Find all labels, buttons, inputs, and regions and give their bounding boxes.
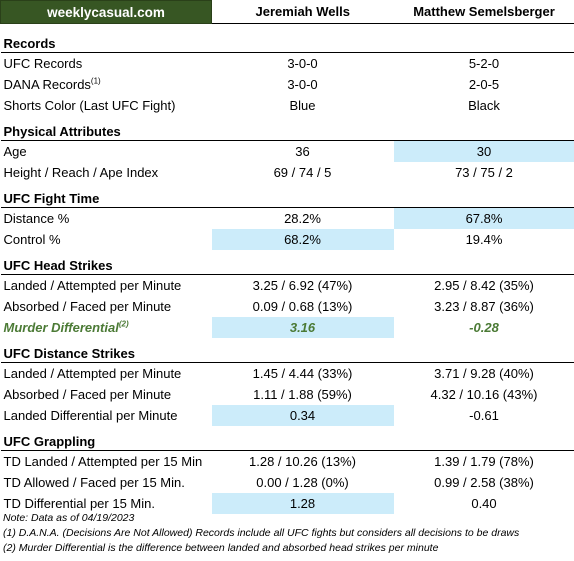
- fighter2-value: 3.71 / 9.28 (40%): [434, 366, 534, 381]
- row-label: Absorbed / Faced per Minute: [3, 299, 172, 314]
- footnote-marker: (2): [118, 319, 129, 329]
- fighter1-value: 3.16: [211, 317, 394, 338]
- fighter1-value: 1.28: [211, 493, 394, 514]
- row-label: Landed / Attempted per Minute: [3, 366, 182, 381]
- section-title-fight-time: UFC Fight Time: [0, 183, 212, 208]
- row-label-text: DANA Records: [3, 77, 91, 92]
- fighter2-value: 73 / 75 / 2: [455, 165, 513, 180]
- row-distance-landed: Landed / Attempted per Minute 1.45 / 4.4…: [1, 363, 574, 385]
- fighter2-value: 67.8%: [393, 207, 574, 229]
- section-title-grappling: UFC Grappling: [0, 426, 212, 451]
- note-date: Note: Data as of 04/19/2023: [3, 512, 135, 524]
- row-murder-differential: Murder Differential(2) 3.16 -0.28: [1, 317, 574, 338]
- section-fight-time: UFC Fight Time: [0, 183, 574, 208]
- fighter1-value: 68.2%: [211, 229, 394, 250]
- row-ufc-records: UFC Records 3-0-0 5-2-0: [1, 53, 574, 75]
- row-shorts-color: Shorts Color (Last UFC Fight) Blue Black: [1, 95, 574, 116]
- note-dana: (1) D.A.N.A. (Decisions Are Not Allowed)…: [3, 527, 520, 539]
- note-murder: (2) Murder Differential is the differenc…: [3, 542, 439, 554]
- row-label: Shorts Color (Last UFC Fight): [3, 98, 176, 113]
- footnotes: Note: Data as of 04/19/2023 (1) D.A.N.A.…: [3, 511, 574, 556]
- fighter1-value: 3-0-0: [287, 77, 318, 92]
- row-control-pct: Control % 68.2% 19.4%: [1, 229, 574, 250]
- row-label: Landed Differential per Minute: [3, 408, 178, 423]
- fighter1-value: 1.28 / 10.26 (13%): [249, 454, 356, 469]
- fighter1-value: 3.25 / 6.92 (47%): [252, 278, 353, 293]
- fighter1-value: 1.11 / 1.88 (59%): [253, 387, 352, 402]
- fighter1-name: Jeremiah Wells: [211, 0, 394, 24]
- row-label: TD Differential per 15 Min.: [3, 496, 156, 511]
- row-label-text: Murder Differential: [3, 320, 119, 335]
- fighter1-value: 0.34: [211, 405, 394, 426]
- section-title-records: Records: [0, 28, 212, 53]
- row-distance-absorbed: Absorbed / Faced per Minute 1.11 / 1.88 …: [1, 384, 574, 405]
- row-label: Height / Reach / Ape Index: [3, 165, 159, 180]
- row-age: Age 36 30: [1, 140, 574, 162]
- fighter2-value: 4.32 / 10.16 (43%): [430, 387, 538, 402]
- section-records: Records: [0, 28, 574, 53]
- row-label: Landed / Attempted per Minute: [3, 278, 182, 293]
- row-td-landed: TD Landed / Attempted per 15 Min 1.28 / …: [1, 451, 574, 473]
- section-title-head-strikes: UFC Head Strikes: [0, 250, 212, 275]
- fighter2-value: 0.40: [471, 496, 497, 511]
- brand-label: weeklycasual.com: [0, 0, 212, 24]
- fighter1-value: 0.00 / 1.28 (0%): [256, 475, 349, 490]
- row-height-reach: Height / Reach / Ape Index 69 / 74 / 5 7…: [1, 162, 574, 183]
- fighter2-value: -0.28: [469, 320, 499, 335]
- fighter1-value: Blue: [289, 98, 316, 113]
- fighter2-value: -0.61: [469, 408, 499, 423]
- row-distance-pct: Distance % 28.2% 67.8%: [1, 207, 574, 229]
- fighter1-value: 36: [295, 144, 310, 159]
- footnote-marker: (1): [90, 76, 101, 86]
- fighter2-value: 5-2-0: [468, 56, 500, 71]
- row-dana-records: DANA Records(1) 3-0-0 2-0-5: [1, 74, 574, 95]
- row-label: UFC Records: [3, 56, 83, 71]
- row-label: TD Allowed / Faced per 15 Min.: [3, 475, 185, 490]
- section-title-distance-strikes: UFC Distance Strikes: [0, 338, 212, 363]
- fighter2-value: 2.95 / 8.42 (35%): [434, 278, 534, 293]
- row-label: Distance %: [3, 211, 70, 226]
- header-row: weeklycasual.com Jeremiah Wells Matthew …: [0, 0, 574, 24]
- fighter2-value: 1.39 / 1.79 (78%): [434, 454, 534, 469]
- fighter1-value: 3-0-0: [287, 56, 318, 71]
- fighter2-value: 2-0-5: [468, 77, 500, 92]
- fighter2-value: 30: [393, 140, 574, 162]
- row-label: TD Landed / Attempted per 15 Min: [3, 454, 203, 469]
- fighter1-value: 69 / 74 / 5: [273, 165, 332, 180]
- row-label: Age: [3, 144, 27, 159]
- fighter2-value: 19.4%: [465, 232, 503, 247]
- row-label: Absorbed / Faced per Minute: [3, 387, 172, 402]
- fighter2-name: Matthew Semelsberger: [393, 0, 574, 24]
- section-head-strikes: UFC Head Strikes: [0, 250, 574, 275]
- fighter2-value: 3.23 / 8.87 (36%): [434, 299, 534, 314]
- section-physical: Physical Attributes: [0, 116, 574, 141]
- fighter2-value: Black: [468, 98, 500, 113]
- row-td-allowed: TD Allowed / Faced per 15 Min. 0.00 / 1.…: [1, 472, 574, 493]
- section-title-physical: Physical Attributes: [0, 116, 212, 141]
- row-label: Control %: [3, 232, 61, 247]
- fighter1-value: 28.2%: [284, 211, 321, 226]
- fighter1-value: 1.45 / 4.44 (33%): [252, 366, 353, 381]
- row-head-absorbed: Absorbed / Faced per Minute 0.09 / 0.68 …: [1, 296, 574, 317]
- fighter-comparison-table: weeklycasual.com Jeremiah Wells Matthew …: [0, 0, 574, 514]
- row-head-landed: Landed / Attempted per Minute 3.25 / 6.9…: [1, 275, 574, 297]
- row-label: Murder Differential(2): [1, 317, 212, 338]
- section-distance-strikes: UFC Distance Strikes: [0, 338, 574, 363]
- row-distance-diff: Landed Differential per Minute 0.34 -0.6…: [1, 405, 574, 426]
- section-grappling: UFC Grappling: [0, 426, 574, 451]
- row-td-diff: TD Differential per 15 Min. 1.28 0.40: [1, 493, 574, 514]
- row-label: DANA Records(1): [1, 74, 212, 95]
- fighter2-value: 0.99 / 2.58 (38%): [434, 475, 534, 490]
- fighter1-value: 0.09 / 0.68 (13%): [252, 299, 353, 314]
